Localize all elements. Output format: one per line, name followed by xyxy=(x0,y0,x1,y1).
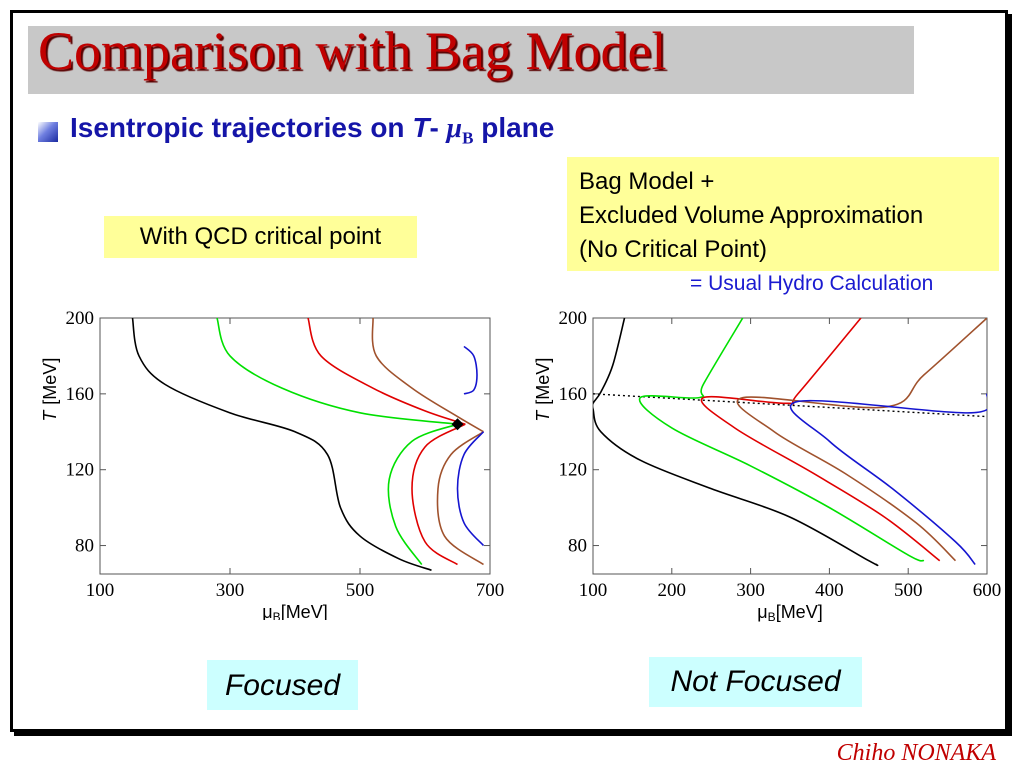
chart0-trajectory-line-1 xyxy=(216,318,458,425)
chart1-y-axis-T: T xyxy=(533,409,553,422)
chart1-x-tick-label: 600 xyxy=(973,580,1002,601)
chart1-trajectory-line-3 xyxy=(736,318,987,562)
chart1-plot-frame xyxy=(592,317,988,575)
subtitle: Isentropic trajectories on T- μB plane xyxy=(70,112,554,149)
chart0-trajectory-line-2 xyxy=(387,423,458,565)
chart0-x-tick-label: 300 xyxy=(216,580,245,601)
chart1-x-tick-label: 500 xyxy=(894,580,923,601)
chart1-y-tick-label: 80 xyxy=(568,536,587,557)
chart0-x-axis-label: μB[MeV] xyxy=(262,602,327,620)
bullet-square-icon xyxy=(38,122,58,142)
qcd-critical-point-label: With QCD critical point xyxy=(104,216,417,258)
chart0-y-tick-label: 120 xyxy=(66,460,95,481)
slide-frame xyxy=(10,10,1008,732)
subtitle-T: T xyxy=(412,112,430,143)
chart1-series-group xyxy=(593,318,987,567)
title-bar xyxy=(28,26,914,94)
subtitle-text: Isentropic trajectories on xyxy=(70,112,405,143)
chart1-x-axis-sub: B xyxy=(768,610,776,624)
chart0-trajectory-line-7 xyxy=(463,345,478,395)
bag-line-2: Excluded Volume Approximation xyxy=(579,202,924,229)
chart1-y-tick-label: 160 xyxy=(559,384,588,405)
subtitle-dash: - xyxy=(429,112,439,143)
chart0-trajectory-line-4 xyxy=(411,423,466,566)
chart0-series-group xyxy=(131,318,485,571)
chart0-x-tick-label: 500 xyxy=(346,580,375,601)
author: Chiho NONAKA xyxy=(836,740,996,766)
chart0-y-axis-T: T xyxy=(40,409,60,422)
chart0-y-tick-label: 160 xyxy=(66,384,95,405)
chart0-y-tick-label: 80 xyxy=(75,536,94,557)
subtitle-mu: μ xyxy=(446,113,463,144)
subtitle-sub: B xyxy=(462,128,474,148)
chart1-y-tick-label: 200 xyxy=(559,308,588,329)
chart1-x-tick-label: 100 xyxy=(579,580,608,601)
chart0-x-axis-sub: B xyxy=(273,610,281,620)
chart1-phase-boundary-line xyxy=(593,393,987,418)
chart0-trajectory-line-8 xyxy=(456,431,485,547)
chart0-y-tick-label: 200 xyxy=(66,308,95,329)
chart0-x-tick-label: 100 xyxy=(86,580,115,601)
chart-right: 100 200 300 400 500 60080120160200μB[MeV]T[Me… xyxy=(533,308,1002,624)
chart0-trajectory-line-0 xyxy=(131,318,432,571)
chart0-x-tick-label: 700 xyxy=(476,580,505,601)
chart1-y-axis-unit: [MeV] xyxy=(533,358,553,405)
slide-title: Comparison with Bag Model xyxy=(38,21,667,81)
chart1-x-axis-mu: μ xyxy=(757,602,767,622)
chart0-x-axis-mu: μ xyxy=(262,602,272,620)
chart1-trajectory-line-4 xyxy=(789,393,987,566)
hydro-label: = Usual Hydro Calculation xyxy=(690,272,934,295)
chart0-x-axis-unit: [MeV] xyxy=(281,602,328,620)
chart1-x-tick-label: 300 xyxy=(736,580,765,601)
chart0-trajectory-line-6 xyxy=(436,431,484,566)
chart1-trajectory-line-0 xyxy=(593,318,879,567)
chart1-y-axis-label: T [MeV] xyxy=(533,358,553,422)
not-focused-label: Not Focused xyxy=(649,657,862,707)
focused-label: Focused xyxy=(207,660,358,710)
chart1-trajectory-line-1 xyxy=(638,318,925,562)
chart0-plot-frame xyxy=(99,317,491,575)
bag-line-1: Bag Model + xyxy=(579,168,715,195)
bag-model-label: Bag Model + Excluded Volume Approximatio… xyxy=(567,157,999,271)
chart1-x-axis-unit: [MeV] xyxy=(776,602,823,622)
chart0-y-axis-unit: [MeV] xyxy=(40,358,60,405)
chart1-trajectory-line-2 xyxy=(700,318,941,562)
subtitle-plane: plane xyxy=(481,112,555,143)
chart0-critical-point-marker xyxy=(451,418,464,431)
chart0-trajectory-line-3 xyxy=(307,318,466,425)
chart1-x-axis-label: μB[MeV] xyxy=(757,602,822,624)
bag-line-3: (No Critical Point) xyxy=(579,236,768,263)
chart1-x-tick-label: 400 xyxy=(815,580,844,601)
chart0-trajectory-line-5 xyxy=(371,318,484,433)
chart0-y-axis-label: T [MeV] xyxy=(40,358,60,422)
chart1-x-tick-label: 200 xyxy=(658,580,687,601)
chart1-y-tick-label: 120 xyxy=(559,460,588,481)
